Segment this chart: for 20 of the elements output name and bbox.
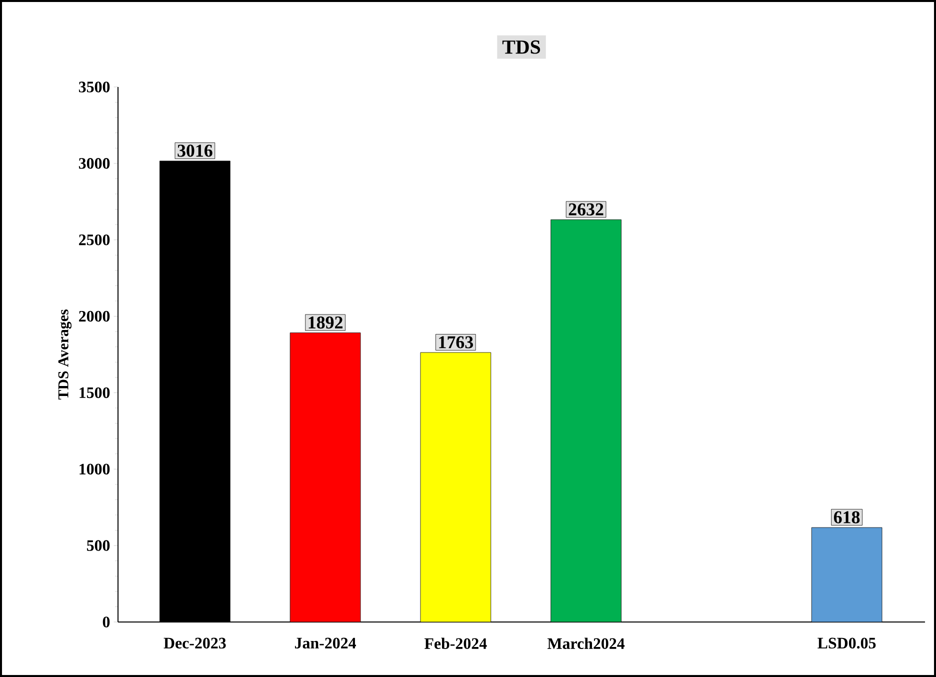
y-tick-label: 1500 [80,387,110,398]
x-tick-label: Jan-2024 [295,638,356,649]
x-tick-label: March2024 [548,638,625,649]
y-tick-label: 1000 [80,464,110,475]
x-tick-label: Dec-2023 [164,638,226,649]
data-label: 3016 [178,144,212,157]
x-tick-label: Feb-2024 [424,638,487,649]
y-axis-title: TDS Averages [58,310,72,400]
data-label: 1892 [308,316,342,329]
data-label: 1763 [439,336,473,348]
y-tick-label: 0 [102,616,110,628]
data-label: 618 [834,511,860,524]
x-tick-label: LSD0.05 [818,638,876,649]
y-tick-label: 3500 [78,82,110,92]
y-tick-label: 3000 [78,158,110,169]
y-tick-label: 2500 [79,234,110,246]
y-tick-label: 2000 [79,310,110,322]
chart-title: TDS [502,40,540,54]
data-label: 2632 [568,203,604,216]
y-tick-label: 500 [86,540,110,551]
